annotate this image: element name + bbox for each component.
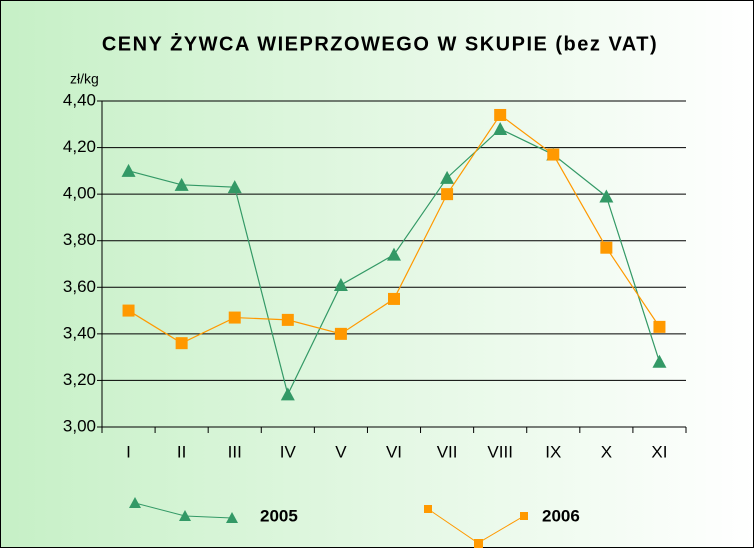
legend-marker <box>424 505 432 513</box>
y-tick-label: 3,40 <box>63 323 96 342</box>
y-axis-label: zł/kg <box>70 71 99 87</box>
x-tick-label: XI <box>651 442 667 461</box>
legend-marker <box>520 512 528 520</box>
data-point <box>652 354 667 368</box>
data-point <box>121 163 136 177</box>
legend-marker <box>129 497 141 508</box>
data-point <box>547 148 560 161</box>
x-tick-label: II <box>177 442 186 461</box>
data-point <box>441 188 454 201</box>
legend-marker <box>474 539 483 548</box>
data-point <box>227 180 242 194</box>
x-tick-label: III <box>228 442 242 461</box>
x-tick-label: VIII <box>487 442 513 461</box>
data-point <box>388 292 400 305</box>
legend: 2005 2006 <box>129 497 580 548</box>
data-point <box>440 170 455 184</box>
legend-marker <box>226 512 238 523</box>
data-point <box>175 337 188 350</box>
x-tick-label: V <box>335 442 347 461</box>
x-tick-label: VII <box>437 442 458 461</box>
data-point <box>494 108 507 121</box>
data-point <box>333 277 348 291</box>
y-tick-label: 4,40 <box>63 90 96 109</box>
x-tick-label: X <box>601 442 612 461</box>
data-point <box>387 247 401 261</box>
y-tick-label: 3,60 <box>63 277 96 296</box>
data-point <box>600 241 613 254</box>
data-point <box>334 327 347 340</box>
chart-title: CENY ŻYWCA WIEPRZOWEGO W SKUPIE (bez VAT… <box>102 32 658 55</box>
data-point <box>599 189 614 203</box>
x-tick-label: IX <box>545 442 561 461</box>
data-point <box>280 387 295 401</box>
x-tick-label: IV <box>280 442 297 461</box>
legend-label: 2006 <box>542 506 580 525</box>
legend-marker <box>179 510 191 521</box>
data-point <box>653 320 666 333</box>
x-tick-label: I <box>126 442 131 461</box>
x-tick-label: VI <box>386 442 402 461</box>
data-point <box>281 313 294 326</box>
y-tick-label: 4,20 <box>63 137 96 156</box>
data-point <box>493 121 508 135</box>
y-tick-label: 4,00 <box>63 184 96 203</box>
data-point <box>228 311 241 324</box>
y-tick-label: 3,80 <box>63 230 96 249</box>
y-tick-label: 3,00 <box>63 416 96 435</box>
data-point <box>174 177 189 191</box>
legend-label: 2005 <box>260 506 298 525</box>
y-tick-label: 3,20 <box>63 370 96 389</box>
data-point <box>122 304 135 317</box>
